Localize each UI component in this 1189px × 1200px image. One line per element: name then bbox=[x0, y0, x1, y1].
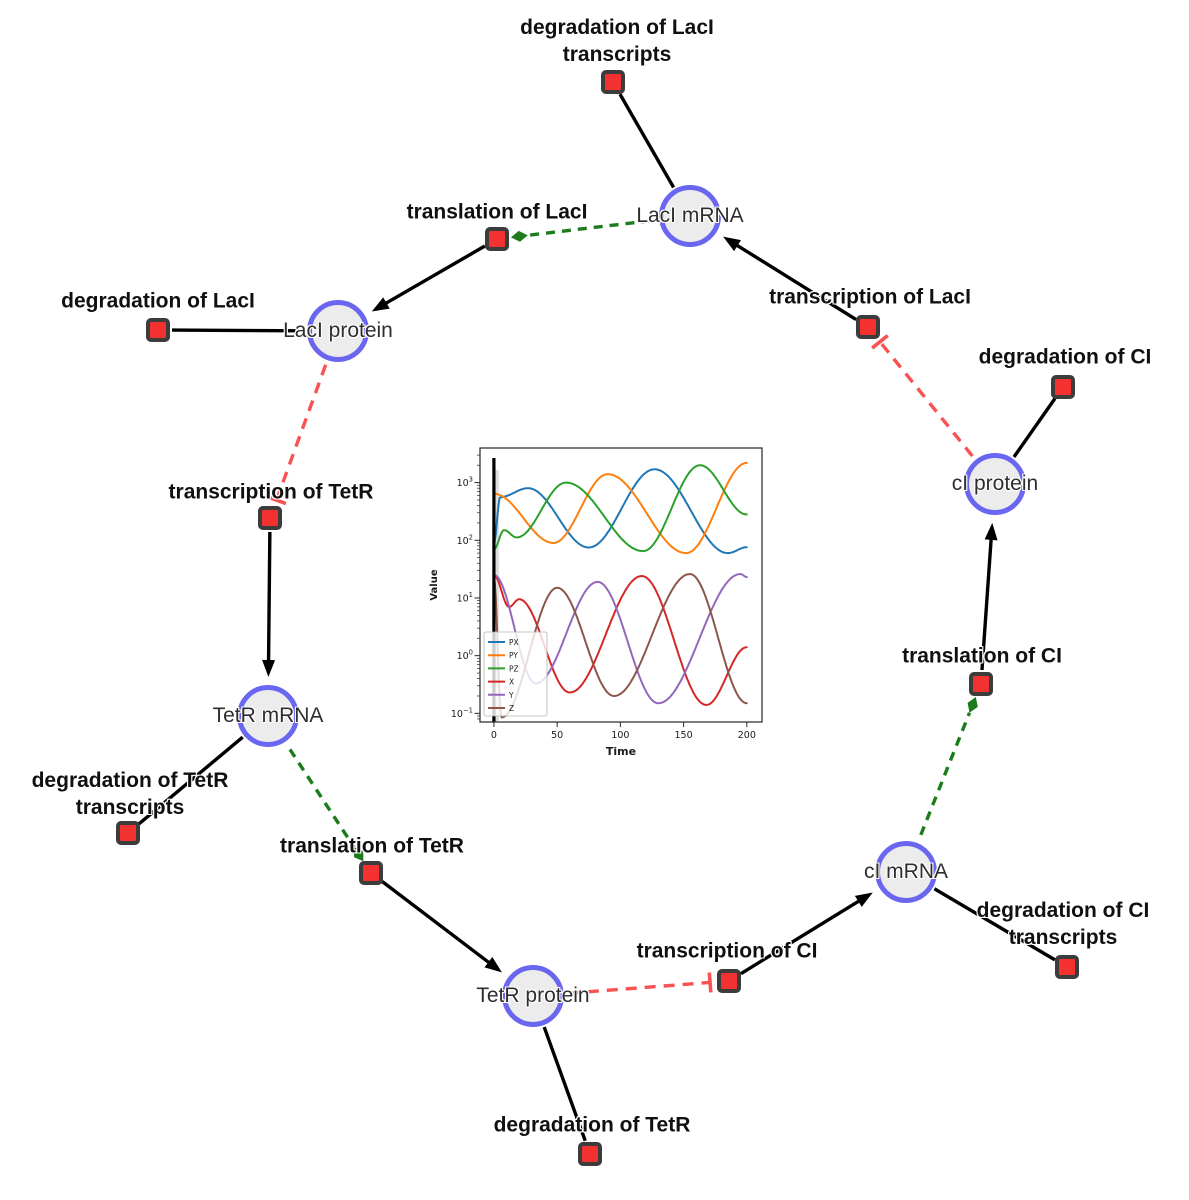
reaction-node-translation-tetr[interactable] bbox=[359, 861, 383, 885]
inhibition-tbar bbox=[871, 334, 889, 350]
y-axis-title: Value bbox=[429, 569, 440, 600]
reaction-node-deg-ci[interactable] bbox=[1051, 375, 1075, 399]
reaction-label-deg-tetr: degradation of TetR bbox=[493, 1113, 691, 1137]
series-line-x bbox=[492, 574, 748, 706]
edge-production-transcription-ci-to-ci-mrna bbox=[740, 892, 873, 976]
plot-y-axis: 10−1 100 101 102 103 Value bbox=[429, 454, 480, 720]
x-tick-label: 50 bbox=[551, 730, 563, 741]
series-line-pz bbox=[492, 464, 748, 553]
series-line-px bbox=[492, 468, 748, 555]
species-node-tetr-mrna[interactable] bbox=[237, 685, 299, 747]
reaction-node-deg-laci[interactable] bbox=[146, 318, 170, 342]
y-tick-label: 101 bbox=[457, 591, 473, 605]
y-tick-label: 100 bbox=[457, 649, 473, 663]
reaction-label-translation-ci: translation of CI bbox=[902, 644, 1062, 668]
edge-consumption-ci-protein-to-deg-ci bbox=[1012, 397, 1057, 458]
arrowhead-diamond bbox=[967, 697, 978, 713]
reaction-label-deg-tetr-transcripts: degradation of TetR transcripts bbox=[31, 769, 229, 819]
y-tick-label: 102 bbox=[457, 533, 473, 547]
reaction-node-transcription-ci[interactable] bbox=[717, 969, 741, 993]
arrowhead-triangle bbox=[262, 659, 276, 678]
arrowhead-triangle bbox=[984, 522, 998, 541]
edge-production-translation-tetr-to-tetr-protein bbox=[381, 880, 502, 973]
species-node-laci-mrna[interactable] bbox=[659, 185, 721, 247]
reaction-node-transcription-tetr[interactable] bbox=[258, 506, 282, 530]
chart-legend: PX PY PZ XYZ bbox=[483, 631, 548, 717]
edge-production-transcription-tetr-to-tetr-mrna bbox=[262, 531, 276, 678]
series-line-py bbox=[492, 461, 748, 555]
y-tick-label: 103 bbox=[457, 476, 473, 490]
reaction-node-deg-tetr-transcripts[interactable] bbox=[116, 821, 140, 845]
species-node-laci-protein[interactable] bbox=[307, 300, 369, 362]
reaction-label-deg-ci: degradation of CI bbox=[978, 345, 1152, 369]
legend-label-px: PX bbox=[509, 638, 519, 647]
reaction-node-deg-tetr[interactable] bbox=[578, 1142, 602, 1166]
plot-x-axis: 0 50 100 150 200 Time bbox=[491, 722, 756, 758]
arrowhead-diamond bbox=[510, 230, 528, 242]
x-tick-label: 200 bbox=[738, 730, 756, 741]
reaction-node-deg-laci-transcripts[interactable] bbox=[601, 70, 625, 94]
species-node-tetr-protein[interactable] bbox=[502, 965, 564, 1027]
edge-consumption-tetr-protein-to-deg-tetr bbox=[542, 1026, 587, 1142]
species-label-laci-mrna: LacI mRNA bbox=[636, 204, 744, 227]
simulation-plot: 0 50 100 150 200Time10−1100101102103ValuePXP… bbox=[429, 447, 763, 758]
reaction-label-transcription-laci: transcription of LacI bbox=[769, 285, 971, 309]
arrowhead-triangle bbox=[484, 956, 502, 973]
reaction-node-translation-laci[interactable] bbox=[485, 227, 509, 251]
reaction-label-transcription-ci: transcription of CI bbox=[636, 939, 818, 963]
x-tick-label: 100 bbox=[611, 730, 629, 741]
edge-catalysis-laci-mrna-to-translation-laci bbox=[510, 219, 651, 242]
arrowhead-triangle bbox=[854, 892, 873, 907]
species-label-tetr-mrna: TetR mRNA bbox=[212, 704, 324, 727]
edge-catalysis-tetr-mrna-to-translation-tetr bbox=[288, 748, 364, 862]
arrowhead-triangle bbox=[723, 236, 741, 252]
arrowhead-diamond bbox=[353, 847, 364, 862]
species-label-ci-mrna: cI mRNA bbox=[864, 860, 948, 883]
edge-production-translation-ci-to-ci-protein bbox=[980, 522, 998, 671]
legend-label-pz: PZ bbox=[509, 664, 519, 673]
reaction-node-transcription-laci[interactable] bbox=[856, 315, 880, 339]
edge-inhibition-ci-protein-to-transcription-laci bbox=[871, 334, 974, 458]
reaction-label-translation-laci: translation of LacI bbox=[406, 200, 588, 224]
legend-label-y: Y bbox=[508, 691, 514, 700]
edge-inhibition-tetr-protein-to-transcription-ci bbox=[568, 972, 713, 995]
species-label-laci-protein: LacI protein bbox=[283, 319, 393, 342]
inhibition-tbar bbox=[266, 495, 287, 506]
x-tick-label: 150 bbox=[675, 730, 693, 741]
inhibition-tbar bbox=[707, 972, 713, 993]
reaction-node-translation-ci[interactable] bbox=[969, 672, 993, 696]
species-label-ci-protein: cI protein bbox=[951, 472, 1039, 495]
edge-inhibition-laci-protein-to-transcription-tetr bbox=[266, 364, 328, 506]
plot-border bbox=[479, 447, 763, 723]
legend-label-py: PY bbox=[509, 651, 518, 660]
reaction-label-deg-laci-transcripts: degradation of LacI transcripts bbox=[520, 16, 714, 66]
edge-catalysis-ci-mrna-to-translation-ci bbox=[919, 697, 978, 836]
edge-production-transcription-laci-to-laci-mrna bbox=[723, 236, 858, 322]
edge-consumption-tetr-mrna-to-deg-tetr-transcripts bbox=[137, 735, 244, 826]
reaction-node-deg-ci-transcripts[interactable] bbox=[1055, 955, 1079, 979]
y-tick-label: 10−1 bbox=[451, 706, 473, 720]
arrowhead-triangle bbox=[371, 297, 390, 312]
reaction-label-transcription-tetr: transcription of TetR bbox=[168, 480, 374, 504]
edge-consumption-laci-mrna-to-deg-laci-transcripts bbox=[618, 93, 676, 189]
x-tick-label: 0 bbox=[491, 730, 497, 741]
legend-label-z: Z bbox=[509, 704, 514, 713]
species-node-ci-mrna[interactable] bbox=[875, 841, 937, 903]
legend-label-x: X bbox=[509, 678, 514, 687]
series-line-z bbox=[492, 573, 748, 719]
edge-consumption-ci-mrna-to-deg-ci-transcripts bbox=[933, 887, 1056, 962]
x-axis-title: Time bbox=[606, 745, 636, 758]
species-label-tetr-protein: TetR protein bbox=[476, 984, 590, 1007]
species-node-ci-protein[interactable] bbox=[964, 453, 1026, 515]
reaction-label-deg-ci-transcripts: degradation of CI transcripts bbox=[976, 899, 1150, 949]
edge-production-translation-laci-to-laci-protein bbox=[371, 244, 486, 312]
reaction-label-deg-laci: degradation of LacI bbox=[61, 289, 255, 313]
reaction-label-translation-tetr: translation of TetR bbox=[280, 834, 464, 858]
edge-consumption-laci-protein-to-deg-laci bbox=[171, 328, 306, 333]
